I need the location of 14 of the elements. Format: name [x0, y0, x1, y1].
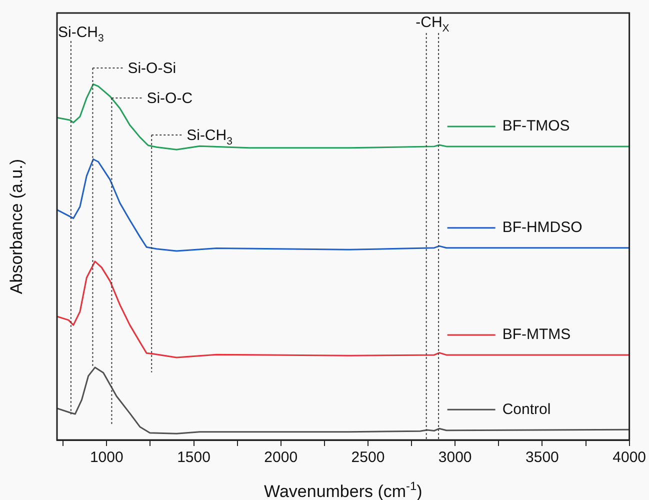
x-tick-label: 2500: [351, 449, 385, 466]
x-tick-label: 1000: [90, 449, 124, 466]
x-tick-label: 3000: [438, 449, 472, 466]
x-tick-label: 2000: [264, 449, 298, 466]
ref-line-label: Si-O-Si: [128, 60, 176, 77]
x-tick-label: 1500: [177, 449, 210, 466]
legend-label: BF-MTMS: [502, 326, 571, 344]
ref-line-label: Si-O-C: [146, 90, 193, 107]
legend-label: BF-TMOS: [502, 118, 570, 135]
x-tick-label: 3500: [526, 449, 559, 466]
legend-label: Control: [502, 400, 551, 418]
y-axis-title: Absorbance (a.u.): [7, 158, 26, 294]
legend-label: BF-HMDSO: [502, 218, 582, 236]
x-tick-label: 4000: [612, 449, 646, 466]
